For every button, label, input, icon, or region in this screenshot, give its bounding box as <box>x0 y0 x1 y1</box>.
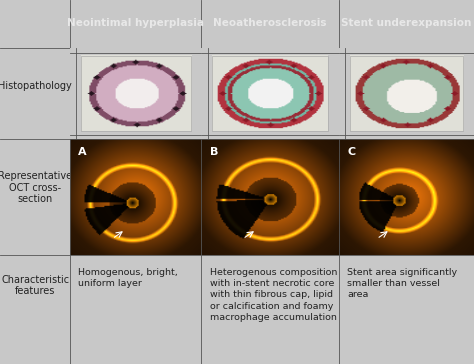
Text: Heterogenous composition
with in-stent necrotic core
with thin fibrous cap, lipi: Heterogenous composition with in-stent n… <box>210 268 337 322</box>
Text: B: B <box>210 147 218 157</box>
Text: Representative
OCT cross-
section: Representative OCT cross- section <box>0 171 72 204</box>
Text: Neoatherosclerosis: Neoatherosclerosis <box>213 18 327 28</box>
Text: Characteristic
features: Characteristic features <box>1 275 69 296</box>
Text: Homogenous, bright,
uniform layer: Homogenous, bright, uniform layer <box>78 268 178 288</box>
Text: Stent underexpansion: Stent underexpansion <box>341 18 472 28</box>
Text: Neointimal hyperplasia: Neointimal hyperplasia <box>67 18 204 28</box>
Text: Stent area significantly
smaller than vessel
area: Stent area significantly smaller than ve… <box>347 268 457 300</box>
Text: Histopathology: Histopathology <box>0 81 72 91</box>
Text: C: C <box>347 147 355 157</box>
Text: A: A <box>78 147 87 157</box>
